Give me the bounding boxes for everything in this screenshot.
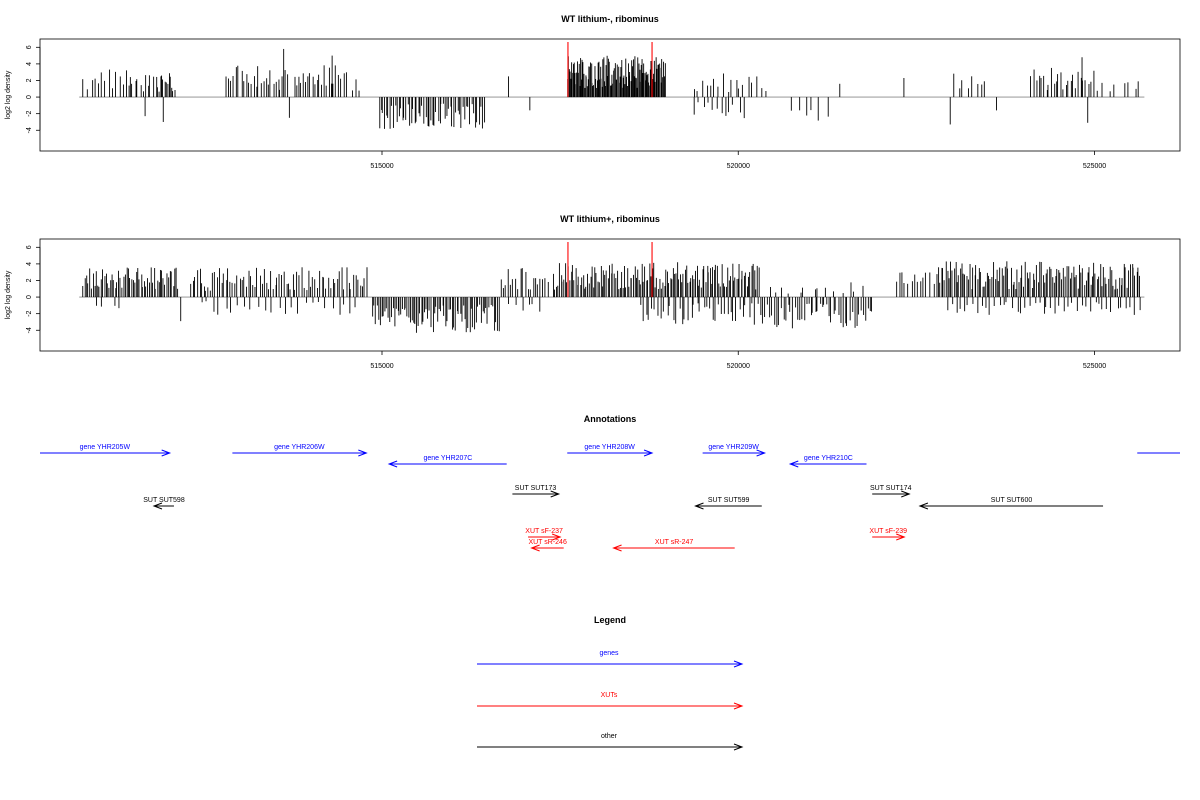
x-axis: 515000 520000 525000 [370,151,1106,170]
annotation-label: XUT sR-246 [528,539,566,546]
y-axis-label: log2 log density [5,270,12,319]
track-lithium-minus: WT lithium-, ribominus log2 log density … [5,14,1181,170]
legend: Legend genes XUTs other [477,615,744,751]
annotation-other: SUT SUT174 [870,485,912,498]
legend-item-xut: XUTs [477,692,744,710]
annotation-arrow-head [643,449,654,457]
x-tick-label: 515000 [370,363,393,370]
annotation-label: SUT SUT598 [143,497,185,504]
annotation-arrow-head [358,449,368,457]
annotation-label: XUT sF-239 [869,528,907,535]
track-lithium-plus: WT lithium+, ribominus log2 log density … [5,214,1181,370]
annotation-other: SUT SUT598 [143,497,185,510]
annotation-arrow-head [387,460,398,468]
annotation-other: SUT SUT173 [512,485,561,498]
x-tick-label: 520000 [727,163,750,170]
annotation-label: gene YHR205W [80,444,131,451]
annotation-label: SUT SUT173 [515,485,557,492]
plot-frame [39,38,1181,152]
annotation-gene: gene YHR207C [387,455,507,468]
annotation-arrow-head [530,544,540,552]
annotation-gene: gene YHR208W [567,444,654,457]
y-axis: -4 -2 0 2 4 6 [26,245,41,333]
annotation-label: XUT sR-247 [655,539,693,546]
annotation-gene: gene YHR205W [40,444,172,457]
annotations-panel: Annotations gene YHR205W gene YHR206Wgene… [40,414,1180,552]
annotation-xut: XUT sR-246 [528,539,567,552]
legend-item-gene: genes [477,650,744,668]
annotation-arrow-head [756,449,767,457]
annotation-xut: XUT sR-247 [612,539,735,552]
annotations-title: Annotations [584,414,637,424]
annotation-arrow-head [550,490,561,498]
y-tick-label: -2 [26,110,33,116]
annotation-xut: XUT sF-239 [869,528,907,541]
y-tick-label: -4 [26,127,33,133]
y-axis-label: log2 log density [5,70,12,119]
x-tick-label: 525000 [1083,363,1106,370]
annotation-gene: gene YHR209W [702,444,767,457]
y-tick-label: 4 [26,262,33,266]
legend-label: genes [599,650,619,657]
legend-item-other: other [477,733,744,751]
legend-arrow-head [733,660,744,668]
annotation-arrow-head [612,544,622,552]
annotation-label: gene YHR208W [584,444,635,451]
legend-items: genes XUTs other [477,650,744,751]
legend-title: Legend [594,615,626,625]
annotation-arrow-head [161,449,172,457]
annotation-arrow-head [918,502,929,510]
track-title: WT lithium-, ribominus [561,14,659,24]
density-bars [82,48,1139,129]
x-axis: 515000 520000 525000 [370,351,1106,370]
y-tick-label: -4 [26,327,33,333]
annotation-label: XUT sF-237 [525,528,563,535]
annotation-label: gene YHR207C [423,455,472,462]
y-tick-label: 0 [26,95,33,99]
legend-label: XUTs [601,692,618,699]
annotation-label: gene YHR209W [708,444,759,451]
x-tick-label: 525000 [1083,163,1106,170]
annotation-gene: gene YHR210C [788,455,867,468]
y-tick-label: 2 [26,278,33,282]
annotation-label: gene YHR206W [274,444,325,451]
y-tick-label: 2 [26,78,33,82]
annotation-other: SUT SUT600 [918,497,1104,510]
annotation-label: gene YHR210C [804,455,853,462]
y-tick-label: -2 [26,310,33,316]
region-markers [567,242,653,298]
density-bars [82,261,1141,333]
annotation-label: SUT SUT600 [991,497,1033,504]
annotation-arrow-head [694,502,704,510]
annotation-other: SUT SUT599 [694,497,762,510]
legend-arrow-head [733,702,744,710]
y-tick-label: 6 [26,245,33,249]
annotation-arrow-head [551,533,562,541]
annotation-xut: XUT sF-237 [525,528,563,541]
legend-label: other [601,733,618,740]
annotation-arrow-head [901,490,911,498]
y-tick-label: 0 [26,295,33,299]
region-markers [567,42,653,98]
legend-arrow-head [733,743,744,751]
y-axis: -4 -2 0 2 4 6 [26,45,41,133]
y-tick-label: 4 [26,62,33,66]
x-tick-label: 515000 [370,163,393,170]
annotation-label: SUT SUT174 [870,485,912,492]
track-title: WT lithium+, ribominus [560,214,660,224]
annotation-arrow-head [788,460,799,468]
annotation-arrow-head [896,533,906,541]
annotation-label: SUT SUT599 [708,497,750,504]
y-tick-label: 6 [26,45,33,49]
annotation-tracks: gene YHR205W gene YHR206W gene YHR207C gene… [40,444,1180,552]
annotation-arrow-head [152,502,163,510]
annotation-gene: gene YHR206W [232,444,368,457]
x-tick-label: 520000 [727,363,750,370]
